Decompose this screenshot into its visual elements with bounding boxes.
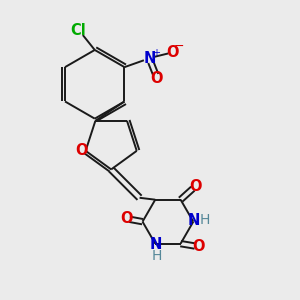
Text: O: O xyxy=(192,239,205,254)
Text: Cl: Cl xyxy=(70,23,86,38)
Text: N: N xyxy=(150,237,162,252)
Text: −: − xyxy=(174,40,184,53)
Text: O: O xyxy=(189,179,202,194)
Text: N: N xyxy=(188,213,200,228)
Text: O: O xyxy=(120,211,132,226)
Text: O: O xyxy=(75,143,87,158)
Text: H: H xyxy=(200,213,210,227)
Text: O: O xyxy=(150,71,163,86)
Text: H: H xyxy=(152,249,162,262)
Text: N: N xyxy=(144,51,156,66)
Text: +: + xyxy=(152,48,160,58)
Text: O: O xyxy=(166,45,178,60)
